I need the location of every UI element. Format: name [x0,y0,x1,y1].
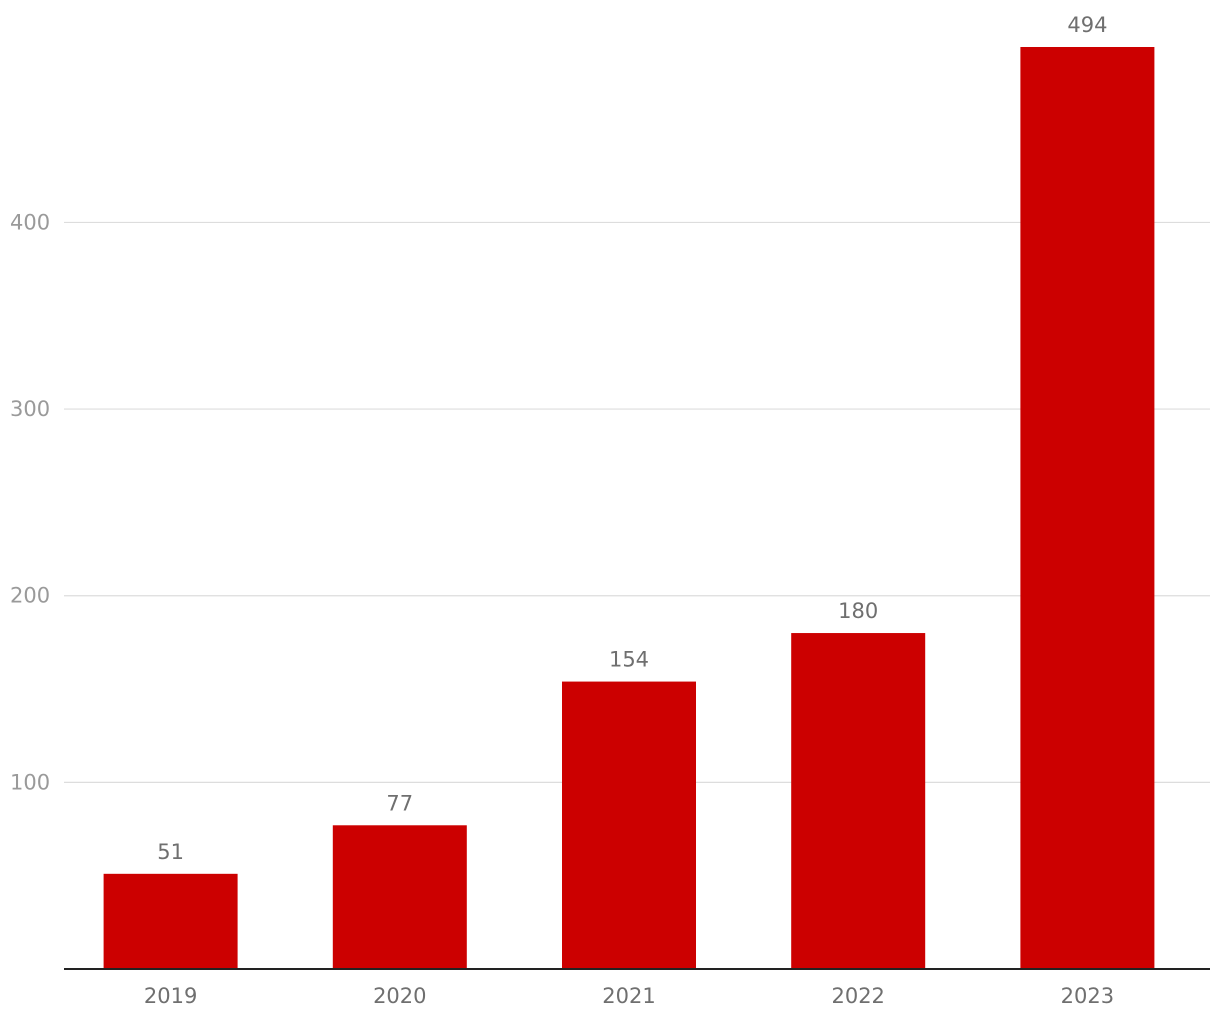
y-tick-label: 300 [10,397,50,421]
x-tick-label-2021: 2021 [602,984,655,1008]
bars [103,47,1155,969]
data-label-2023: 494 [1067,13,1107,37]
y-tick-label: 100 [10,770,50,794]
y-tick-label: 200 [10,584,50,608]
bar-2022 [791,633,926,969]
data-labels: 51 77 154 180 494 [157,13,1107,864]
x-tick-label-2022: 2022 [831,984,884,1008]
bar-2021 [562,681,696,969]
bar-2019 [103,873,238,969]
data-label-2020: 77 [386,791,413,815]
x-tick-label-2019: 2019 [144,984,197,1008]
data-label-2021: 154 [609,648,649,672]
data-label-2019: 51 [157,840,184,864]
bar-2023 [1020,47,1155,969]
data-label-2022: 180 [838,599,878,623]
y-axis-tick-labels: 100 200 300 400 [10,210,50,794]
y-tick-label: 400 [10,210,50,234]
x-tick-label-2020: 2020 [373,984,426,1008]
x-axis-tick-labels: 2019 2020 2021 2022 2023 [144,984,1114,1008]
bar-2020 [332,825,467,969]
x-tick-label-2023: 2023 [1061,984,1114,1008]
